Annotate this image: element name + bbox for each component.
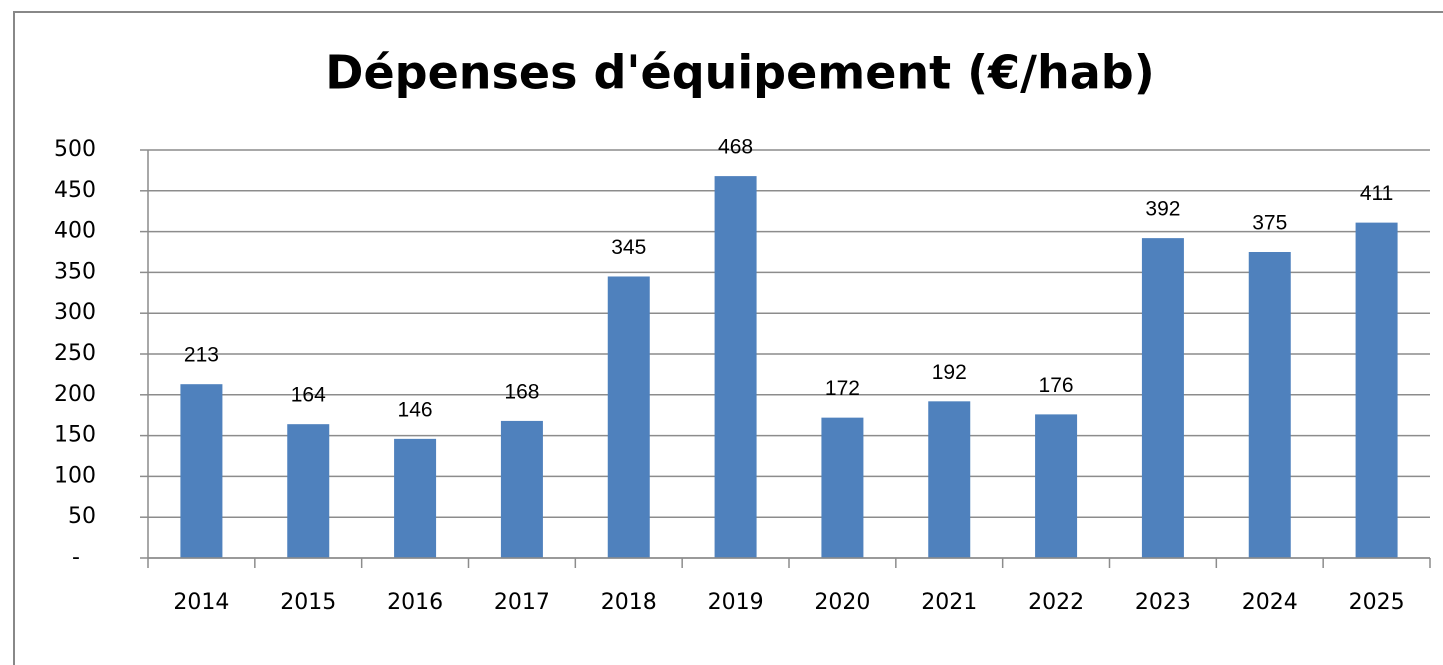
x-tick-label: 2014 bbox=[173, 590, 229, 615]
bar bbox=[500, 420, 543, 558]
bar bbox=[821, 417, 864, 558]
bar bbox=[1248, 252, 1291, 558]
x-tick-label: 2018 bbox=[601, 590, 657, 615]
x-tick-label: 2019 bbox=[708, 590, 764, 615]
bar bbox=[180, 384, 223, 558]
bar bbox=[714, 176, 757, 558]
value-label: 146 bbox=[398, 398, 433, 421]
value-label: 192 bbox=[932, 361, 967, 384]
value-label: 345 bbox=[611, 236, 646, 259]
value-label: 213 bbox=[184, 344, 219, 367]
y-tick-label: 50 bbox=[68, 504, 96, 529]
y-tick-label: 300 bbox=[54, 300, 96, 325]
y-tick-label: - bbox=[72, 545, 80, 570]
bar bbox=[1141, 238, 1184, 559]
value-label: 164 bbox=[291, 384, 326, 407]
y-tick-label: 150 bbox=[54, 423, 96, 448]
value-label: 168 bbox=[504, 380, 539, 403]
x-tick-label: 2021 bbox=[921, 590, 977, 615]
x-tick-label: 2020 bbox=[814, 590, 870, 615]
x-tick-label: 2015 bbox=[280, 590, 336, 615]
bar bbox=[928, 401, 971, 558]
y-tick-label: 100 bbox=[54, 463, 96, 488]
y-tick-label: 400 bbox=[54, 219, 96, 244]
value-label: 172 bbox=[825, 377, 860, 400]
value-label: 411 bbox=[1360, 182, 1393, 205]
bar bbox=[394, 438, 437, 558]
value-label: 176 bbox=[1039, 374, 1074, 397]
chart-title: Dépenses d'équipement (€/hab) bbox=[325, 46, 1154, 100]
value-label: 468 bbox=[718, 136, 753, 159]
bar bbox=[287, 424, 330, 558]
x-tick-label: 2022 bbox=[1028, 590, 1084, 615]
x-tick-label: 2024 bbox=[1242, 590, 1298, 615]
y-tick-label: 450 bbox=[54, 178, 96, 203]
y-tick-label: 200 bbox=[54, 382, 96, 407]
y-tick-label: 500 bbox=[54, 137, 96, 162]
x-tick-label: 2025 bbox=[1349, 590, 1405, 615]
x-tick-label: 2023 bbox=[1135, 590, 1191, 615]
bar bbox=[1355, 222, 1398, 558]
value-label: 392 bbox=[1145, 198, 1180, 221]
bar bbox=[607, 276, 650, 558]
bar bbox=[1035, 414, 1078, 558]
y-tick-label: 250 bbox=[54, 341, 96, 366]
x-tick-label: 2016 bbox=[387, 590, 443, 615]
value-label: 375 bbox=[1252, 212, 1287, 235]
x-tick-label: 2017 bbox=[494, 590, 550, 615]
y-tick-label: 350 bbox=[54, 259, 96, 284]
